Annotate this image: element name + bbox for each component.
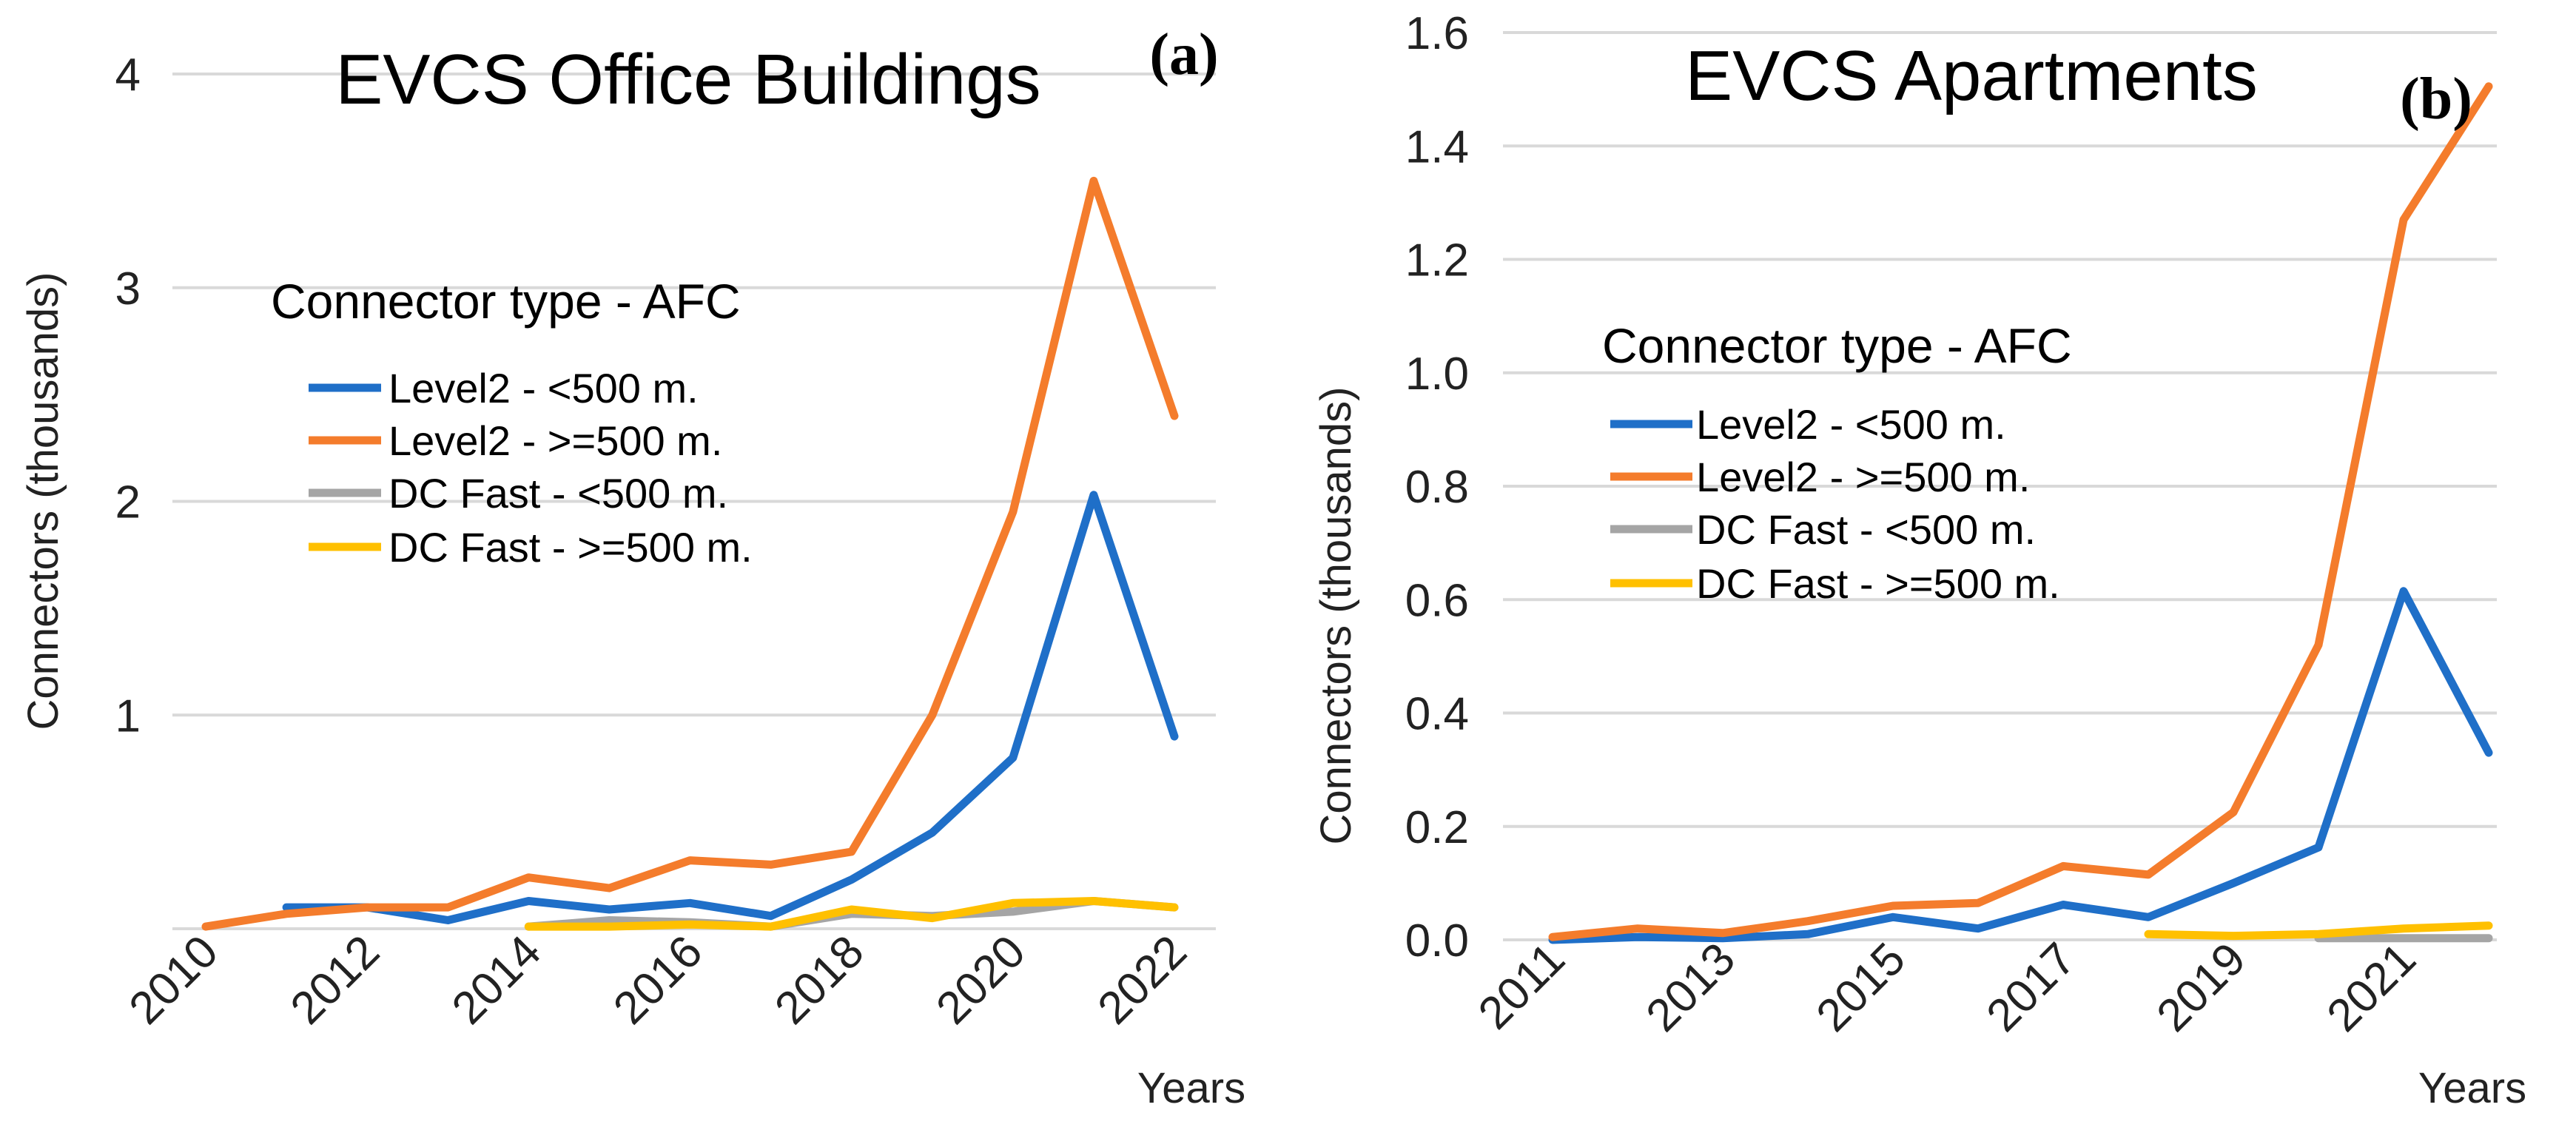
legend-entry: Level2 - >=500 m. (389, 417, 722, 464)
series-line-1 (201, 176, 1179, 931)
y-tick-label: 1.4 (1405, 121, 1469, 172)
x-tick-label: 2013 (1637, 933, 1745, 1041)
series-line-3 (2144, 921, 2493, 941)
chart-panel-b: 0.0 0.2 0.4 0.6 0.8 1.0 1.2 1.4 1.6 2011 2013 2015 2… (1312, 8, 2526, 1112)
x-tick-label: 2019 (2148, 933, 2256, 1041)
y-tick-label: 1 (115, 690, 141, 742)
x-tick-label: 2017 (1977, 933, 2085, 1041)
series-line-3 (524, 897, 1179, 931)
y-tick-label: 0.8 (1405, 462, 1469, 513)
legend-entry: DC Fast - <500 m. (1696, 506, 2036, 553)
series-line-0 (1548, 587, 2493, 944)
x-tick-label: 2011 (1469, 933, 1575, 1039)
y-tick-label: 0.0 (1405, 915, 1469, 966)
y-tick-label: 3 (115, 263, 141, 315)
legend-title: Connector type - AFC (271, 274, 741, 329)
y-tick-label: 1.2 (1405, 235, 1469, 286)
series-line-1 (1548, 82, 2493, 941)
y-tick-label: 0.2 (1405, 802, 1469, 853)
y-tick-label: 0.4 (1405, 689, 1469, 740)
x-tick-label: 2014 (443, 926, 551, 1034)
y-tick-label: 1.0 (1405, 349, 1469, 400)
legend-title: Connector type - AFC (1602, 318, 2072, 373)
x-tick-label: 2016 (604, 926, 712, 1034)
x-tick-label: 2012 (281, 926, 389, 1034)
y-tick-label: 2 (115, 477, 141, 528)
chart-panel-a: 1 2 3 4 2010 2012 2014 2016 2018 2020 2022 Years Con… (19, 22, 1245, 1112)
legend: Connector type - AFC Level2 - <500 m. Leve… (1602, 318, 2072, 607)
x-tick-label: 2021 (2318, 933, 2426, 1041)
y-axis-label: Connectors (thousands) (19, 272, 67, 730)
panel-label: (a) (1149, 22, 1218, 87)
chart-title: EVCS Apartments (1685, 36, 2258, 115)
series-line-0 (282, 491, 1179, 924)
legend-entry: DC Fast - >=500 m. (1696, 560, 2060, 607)
x-tick-label: 2020 (927, 926, 1035, 1034)
x-tick-label: 2022 (1089, 926, 1197, 1034)
panel-label: (b) (2400, 67, 2472, 132)
chart-title: EVCS Office Buildings (335, 40, 1040, 119)
legend-entry: Level2 - <500 m. (1696, 401, 2006, 448)
legend-entry: Level2 - >=500 m. (1696, 454, 2030, 500)
x-tick-label: 2015 (1807, 933, 1915, 1041)
y-tick-label: 1.6 (1405, 8, 1469, 59)
x-axis-label: Years (1137, 1064, 1245, 1112)
x-tick-label: 2018 (765, 926, 873, 1034)
y-tick-label: 4 (115, 50, 141, 101)
legend-entry: Level2 - <500 m. (389, 365, 699, 411)
x-tick-label: 2010 (120, 926, 228, 1034)
x-axis-label: Years (2418, 1064, 2526, 1112)
legend-entry: DC Fast - >=500 m. (389, 524, 753, 571)
legend-entry: DC Fast - <500 m. (389, 470, 728, 517)
legend: Connector type - AFC Level2 - <500 m. Leve… (271, 274, 753, 571)
y-axis-label: Connectors (thousands) (1312, 387, 1360, 845)
y-tick-label: 0.6 (1405, 575, 1469, 626)
